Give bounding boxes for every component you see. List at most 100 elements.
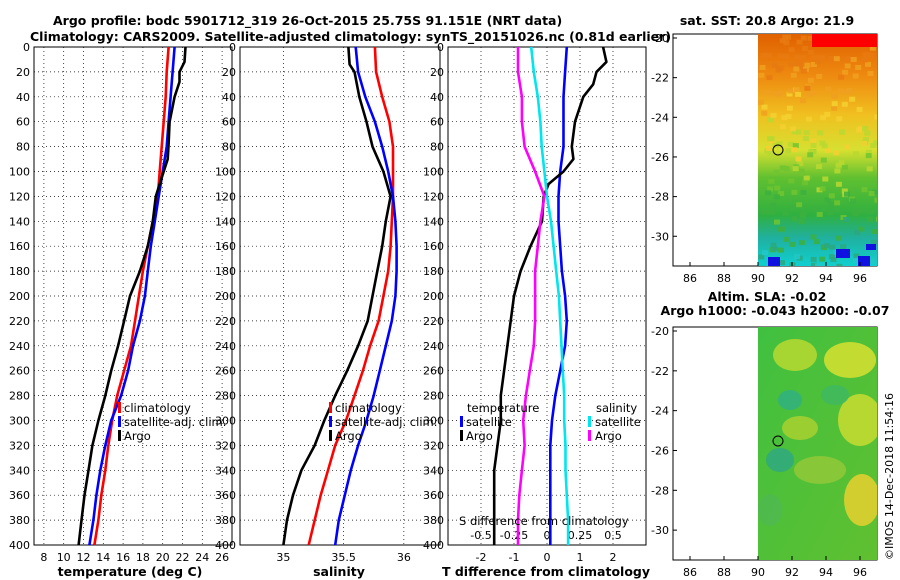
series-line-climatology (93, 46, 170, 546)
sst-cell (765, 209, 772, 215)
sst-cell (762, 250, 768, 256)
sst-cell (800, 189, 807, 195)
plot-frame (239, 46, 441, 546)
map-x-tick-label: 88 (717, 272, 731, 285)
sst-cell (800, 35, 807, 41)
imos-credit: ©IMOS 14-Dec-2018 11:54:16 (883, 393, 896, 560)
sst-cell (761, 110, 768, 116)
sst-cell (797, 160, 804, 166)
sst-cell (791, 147, 798, 153)
sst-cell (842, 217, 849, 222)
map-y-tick-label: -28 (651, 191, 669, 204)
sst-cell (787, 88, 794, 94)
sst-cold-patch (836, 249, 850, 258)
y-tick-label: 280 (423, 390, 444, 403)
y-tick-label: 0 (229, 41, 236, 54)
sla-map (672, 326, 878, 561)
sla-map-title-2: Argo h1000: -0.043 h2000: -0.07 (661, 303, 890, 318)
sst-cell (874, 114, 877, 120)
sla-blob (794, 456, 846, 484)
sst-cell (834, 200, 841, 206)
sst-cell (865, 61, 871, 67)
y-tick-label: 400 (215, 539, 236, 552)
sst-cell (767, 136, 773, 142)
sst-cell (820, 206, 827, 212)
x-tick-label: 12 (77, 551, 91, 564)
sst-cell (781, 115, 788, 121)
sst-cell (865, 149, 872, 155)
y-tick-label: 40 (16, 91, 30, 104)
y-tick-label: 140 (9, 215, 30, 228)
y-tick-label: 300 (423, 415, 444, 428)
sst-cell (779, 260, 786, 266)
y-tick-label: 160 (9, 240, 30, 253)
sst-cell (814, 59, 821, 65)
sst-cell (802, 136, 809, 141)
sla-float-marker (772, 435, 784, 447)
sst-cell (767, 152, 774, 158)
sst-cold-patch (858, 256, 870, 266)
plot-frame (447, 46, 647, 546)
y-tick-label: 320 (215, 439, 236, 452)
y-tick-label: 260 (9, 365, 30, 378)
sst-cell (866, 216, 873, 222)
x-tick-label: 0 (544, 551, 551, 564)
y-tick-label: 60 (222, 116, 236, 129)
sst-cell (803, 130, 810, 136)
sst-cell (829, 244, 836, 250)
sla-blob (766, 448, 794, 472)
s-tick-label: -0.25 (500, 529, 528, 542)
s-tick-label: -0.5 (470, 529, 491, 542)
sla-blob (758, 494, 782, 526)
sst-cell (764, 90, 771, 96)
sst-cell (844, 89, 850, 95)
sst-cell (876, 216, 877, 222)
y-tick-label: 40 (222, 91, 236, 104)
sst-cell (824, 197, 831, 203)
map-x-tick-label: 90 (751, 566, 765, 579)
sst-cell (870, 239, 877, 245)
sst-cell (834, 168, 841, 174)
sst-cell (783, 236, 790, 242)
sst-cell (795, 91, 802, 97)
series-line-t-argo (492, 46, 608, 545)
legend-swatch-satellite (329, 416, 332, 427)
sst-cold-patch (768, 257, 780, 266)
y-tick-label: 100 (9, 166, 30, 179)
sst-cell (836, 263, 843, 266)
sst-cell (791, 189, 798, 195)
y-tick-label: 240 (423, 340, 444, 353)
sst-cell (807, 49, 814, 55)
difference-xlabel: T difference from climatology (442, 564, 650, 579)
series-line-argo (77, 46, 187, 546)
y-tick-label: 340 (215, 464, 236, 477)
sst-cell (824, 111, 831, 117)
sst-cell (841, 101, 848, 107)
y-tick-label: 220 (423, 315, 444, 328)
sst-cell (798, 168, 805, 174)
sla-blob (773, 339, 817, 371)
y-tick-label: 60 (16, 116, 30, 129)
sst-cell (842, 164, 848, 170)
sst-cell (785, 114, 792, 119)
sst-cell (831, 105, 838, 111)
y-tick-label: 380 (9, 514, 30, 527)
legend-swatch-argo (118, 430, 121, 441)
difference-chart: -2 -1 0 1 2020406080100120140160180200220240… (423, 41, 647, 564)
sst-cell (799, 211, 806, 217)
y-tick-label: 100 (423, 166, 444, 179)
temperature-xlabel: temperature (deg C) (58, 564, 203, 579)
legend-label-s-argo: Argo (595, 429, 622, 443)
s-tick-label: 0 (544, 529, 551, 542)
sla-blob (782, 416, 818, 440)
sst-cell (758, 254, 765, 260)
sst-cold-patch (866, 244, 876, 250)
sst-cell (800, 54, 806, 60)
sst-cell (801, 46, 808, 51)
x-tick-label: 8 (40, 551, 47, 564)
sst-cell (758, 99, 764, 105)
sst-cell (850, 57, 857, 62)
y-tick-label: 200 (423, 290, 444, 303)
sst-cell (807, 77, 814, 83)
legend-swatch-climatology (118, 402, 121, 413)
